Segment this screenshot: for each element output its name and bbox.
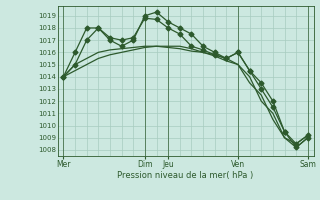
X-axis label: Pression niveau de la mer( hPa ): Pression niveau de la mer( hPa )	[117, 171, 254, 180]
